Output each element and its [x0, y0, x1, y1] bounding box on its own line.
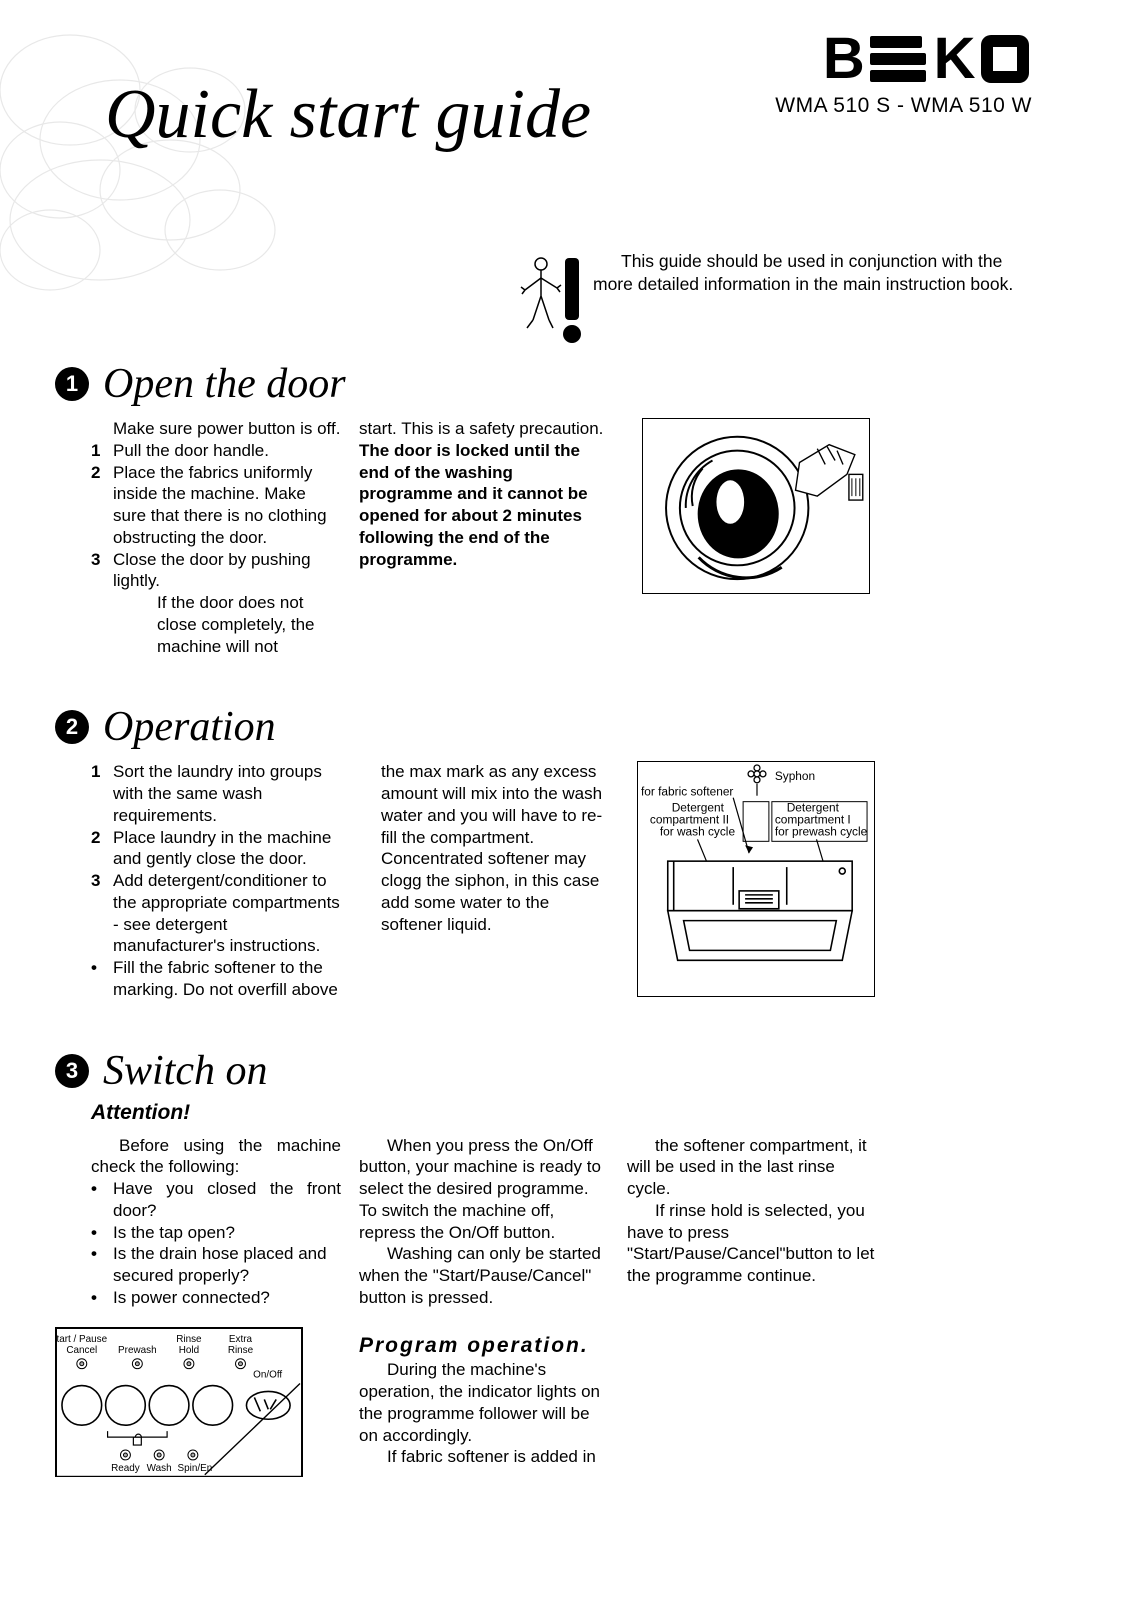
svg-text:for prewash cycle: for prewash cycle	[775, 825, 868, 839]
s1-tail: If the door does not close completely, t…	[157, 592, 341, 657]
s3-checks: Have you closed the front door? Is the t…	[91, 1178, 341, 1309]
section-3-heading: 3 Switch on	[55, 1047, 1032, 1095]
svg-text:Hold: Hold	[179, 1344, 199, 1355]
svg-text:Ready: Ready	[111, 1462, 140, 1473]
s2-col2: the max mark as any excess amount will m…	[381, 761, 609, 935]
s3-col2-p3: During the machine's operation, the indi…	[359, 1359, 609, 1446]
page-title: Quick start guide	[105, 75, 591, 155]
s3-col3-p1: the softener compartment, it will be use…	[627, 1135, 877, 1200]
section-2-heading: 2 Operation	[55, 703, 1032, 751]
section-1-heading: 1 Open the door	[55, 360, 1032, 408]
s1-col2b: The door is locked until the end of the …	[359, 440, 609, 571]
attention-icon	[515, 250, 585, 350]
door-illustration	[642, 418, 870, 594]
s1-col2a: start. This is a safety precaution.	[359, 418, 609, 440]
s3-col3-p2: If rinse hold is selected, you have to p…	[627, 1200, 877, 1244]
badge-2: 2	[55, 710, 89, 744]
s3-col2-p1: When you press the On/Off button, your m…	[359, 1135, 609, 1244]
svg-text:for wash cycle: for wash cycle	[660, 825, 736, 839]
program-operation-subhead: Program operation.	[359, 1333, 609, 1360]
usage-note: This guide should be used in conjunction…	[593, 250, 1032, 296]
svg-text:Rinse: Rinse	[176, 1333, 202, 1344]
s1-steps: 1Pull the door handle. 2Place the fabric…	[91, 440, 341, 592]
svg-text:for fabric softener: for fabric softener	[641, 785, 733, 799]
attention-subhead: Attention!	[91, 1101, 1032, 1125]
section-2-title: Operation	[103, 703, 276, 751]
brand-logo: B K	[823, 30, 1032, 88]
section-1-title: Open the door	[103, 360, 346, 408]
section-3-title: Switch on	[103, 1047, 268, 1095]
s2-steps: 1Sort the laundry into groups with the s…	[91, 761, 341, 957]
s3-col2-p4: If fabric softener is added in	[359, 1446, 609, 1468]
svg-text:Cancel: Cancel	[66, 1344, 97, 1355]
s3-col3-p3: "Start/Pause/Cancel"button to let the pr…	[627, 1243, 877, 1287]
svg-text:Spin/En: Spin/En	[178, 1462, 213, 1473]
drawer-illustration: Syphon for fabric softener Detergent com…	[637, 761, 875, 997]
svg-text:Syphon: Syphon	[775, 769, 815, 783]
s2-bullets: Fill the fabric softener to the marking.…	[91, 957, 341, 1001]
svg-text:Wash: Wash	[147, 1462, 172, 1473]
s3-col2-p2: Washing can only be started when the "St…	[359, 1243, 609, 1308]
badge-3: 3	[55, 1054, 89, 1088]
badge-1: 1	[55, 367, 89, 401]
control-panel-illustration: tart / Pause Cancel Prewash Rinse Hold E…	[55, 1327, 303, 1478]
s1-intro: Make sure power button is off.	[113, 418, 341, 440]
model-numbers: WMA 510 S - WMA 510 W	[742, 94, 1032, 118]
s3-intro: Before using the machine check the follo…	[91, 1135, 341, 1179]
svg-text:tart / Pause: tart / Pause	[56, 1333, 107, 1344]
svg-text:Rinse: Rinse	[228, 1344, 254, 1355]
svg-text:Extra: Extra	[229, 1333, 253, 1344]
svg-text:On/Off: On/Off	[253, 1369, 282, 1380]
svg-text:Prewash: Prewash	[118, 1344, 157, 1355]
